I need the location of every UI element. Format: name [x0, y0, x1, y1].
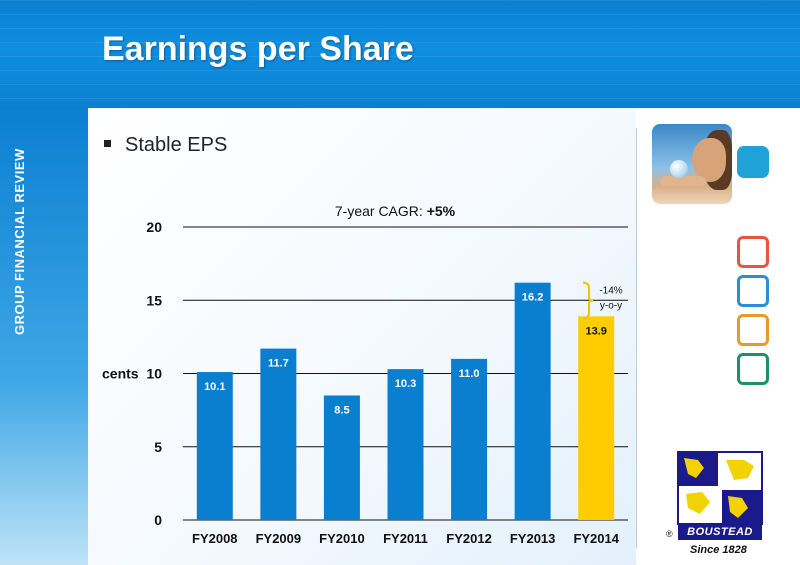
bar-value-label: 10.3 [395, 378, 416, 390]
bar-fy2010 [323, 395, 360, 520]
bar-fy2009 [260, 348, 297, 520]
slide-title: Earnings per Share [102, 30, 414, 68]
bullet-text: Stable EPS [125, 134, 228, 156]
yoy-change-value: -14% [599, 286, 622, 297]
green-square-icon [737, 353, 769, 385]
bar-fy2014 [578, 316, 615, 520]
photo-hand [660, 176, 706, 186]
y-tick-label: 5 [154, 439, 162, 455]
bullet-item: Stable EPS [104, 134, 227, 157]
x-tick-label: FY2010 [319, 531, 365, 546]
y-axis-label: cents [102, 366, 139, 382]
boustead-logo-icon [677, 451, 763, 525]
bar-value-label: 10.1 [204, 381, 225, 393]
blue-square-icon [737, 275, 769, 307]
bar-value-label: 11.7 [268, 358, 289, 370]
yoy-brace [582, 281, 594, 320]
x-tick-label: FY2011 [383, 531, 428, 546]
bar-fy2011 [387, 369, 424, 520]
left-sidebar [0, 108, 88, 565]
y-tick-label: 15 [146, 292, 162, 308]
x-tick-label: FY2014 [573, 531, 619, 546]
since-1828-text: Since 1828 [690, 544, 747, 556]
bar-value-label: 13.9 [586, 325, 607, 337]
x-tick-label: FY2013 [510, 531, 556, 546]
y-tick-label: 20 [146, 219, 162, 235]
orange-square-icon [737, 314, 769, 346]
bar-value-label: 11.0 [459, 368, 480, 380]
x-tick-label: FY2009 [256, 531, 302, 546]
red-square-icon [737, 236, 769, 268]
divider-line [636, 128, 637, 548]
crystal-ball-icon [670, 160, 688, 178]
photo-face [692, 138, 726, 182]
square-bullet-icon [104, 140, 111, 148]
woman-photo [652, 124, 732, 204]
header-bar [0, 0, 800, 108]
bar-fy2012 [451, 358, 488, 520]
x-tick-label: FY2012 [446, 531, 492, 546]
bar-value-label: 8.5 [334, 404, 349, 416]
bar-fy2008 [196, 372, 233, 520]
y-tick-label: 0 [154, 512, 162, 528]
y-tick-label: 10 [146, 366, 162, 382]
bar-value-label: 16.2 [522, 292, 543, 304]
teal-square-icon [737, 146, 769, 178]
registered-mark: ® [666, 529, 673, 539]
yoy-change-unit: y-o-y [600, 301, 622, 312]
cagr-annotation: 7-year CAGR: +5% [335, 203, 456, 219]
brand-name: BOUSTEAD [678, 524, 762, 540]
bar-fy2013 [514, 282, 551, 520]
x-tick-label: FY2008 [192, 531, 238, 546]
header-pattern [0, 0, 800, 108]
